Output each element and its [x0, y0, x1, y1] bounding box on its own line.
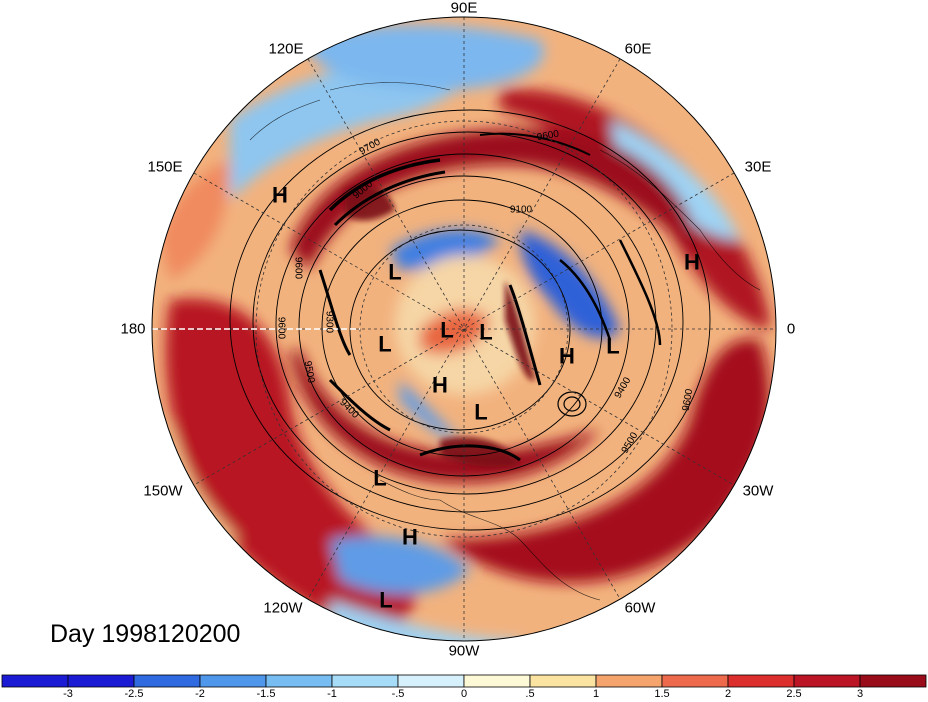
colorbar-tick-label: 2	[724, 688, 732, 700]
low-pressure-marker: L	[474, 400, 487, 425]
colorbar-box	[133, 674, 201, 688]
colorbar-tick-label: 0	[460, 688, 468, 700]
longitude-label: 90E	[450, 0, 478, 17]
colorbar-box	[1, 674, 69, 688]
colorbar-box	[595, 674, 663, 688]
high-pressure-marker: H	[684, 250, 700, 275]
colorbar-tick-label: 1	[592, 688, 600, 700]
low-pressure-marker: L	[440, 318, 453, 343]
colorbar-box	[529, 674, 597, 688]
longitude-label: 60E	[624, 40, 652, 58]
colorbar-tick-label: -1	[327, 688, 337, 700]
colorbar-box	[331, 674, 399, 688]
longitude-label: 60W	[624, 599, 656, 617]
contour-label: 9600	[276, 317, 287, 340]
colorbar-box	[265, 674, 333, 688]
colorbar	[1, 674, 927, 688]
contour-label: 9500	[302, 360, 317, 384]
pressure-system-markers: H L H L L L L H H L L H L	[272, 183, 700, 613]
colorbar-box	[661, 674, 729, 688]
globe-border	[151, 16, 777, 642]
colorbar-box	[727, 674, 795, 688]
longitude-label: 120W	[263, 599, 303, 617]
high-pressure-marker: H	[272, 183, 288, 208]
high-pressure-marker: H	[402, 525, 418, 550]
day-title: Day 1998120200	[50, 620, 241, 648]
low-pressure-marker: L	[479, 320, 492, 345]
low-pressure-marker: L	[379, 588, 392, 613]
longitude-label: 120E	[268, 40, 304, 58]
colorbar-box	[859, 674, 927, 688]
colorbar-tick-label: 1.5	[654, 688, 670, 700]
low-pressure-marker: L	[606, 334, 619, 359]
colorbar-tick-label: -3	[63, 688, 73, 700]
colorbar-tick-label: -1.5	[256, 688, 276, 700]
low-pressure-marker: L	[373, 466, 386, 491]
longitude-label: 30W	[742, 482, 774, 500]
colorbar-box	[793, 674, 861, 688]
contour-label: 9600	[681, 388, 696, 412]
colorbar-box	[463, 674, 531, 688]
contour-label: 9300	[324, 311, 335, 334]
longitude-label: 90W	[448, 642, 480, 660]
colorbar-tick-label: 3	[856, 688, 864, 700]
colorbar-box	[67, 674, 135, 688]
high-pressure-marker: H	[559, 344, 575, 369]
longitude-label: 180	[120, 320, 146, 338]
low-pressure-marker: L	[388, 260, 401, 285]
contour-label: 9600	[536, 129, 560, 144]
longitude-label: 0	[786, 320, 796, 338]
contour-label: 9100	[510, 205, 533, 216]
high-pressure-marker: H	[432, 373, 448, 398]
colorbar-box	[199, 674, 267, 688]
colorbar-box	[397, 674, 465, 688]
colorbar-tick-label: .5	[525, 688, 535, 700]
colorbar-tick-label: 2.5	[786, 688, 802, 700]
colorbar-tick-label: -.5	[391, 688, 405, 700]
longitude-label: 150W	[143, 482, 183, 500]
colorbar-tick-label: -2	[195, 688, 205, 700]
longitude-label: 30E	[744, 158, 772, 176]
coastlines	[249, 82, 761, 601]
low-pressure-marker: L	[378, 332, 391, 357]
longitude-label: 150E	[147, 158, 183, 176]
colorbar-tick-label: -2.5	[124, 688, 144, 700]
height-contours	[229, 109, 711, 531]
contour-label: 9600	[293, 257, 304, 280]
